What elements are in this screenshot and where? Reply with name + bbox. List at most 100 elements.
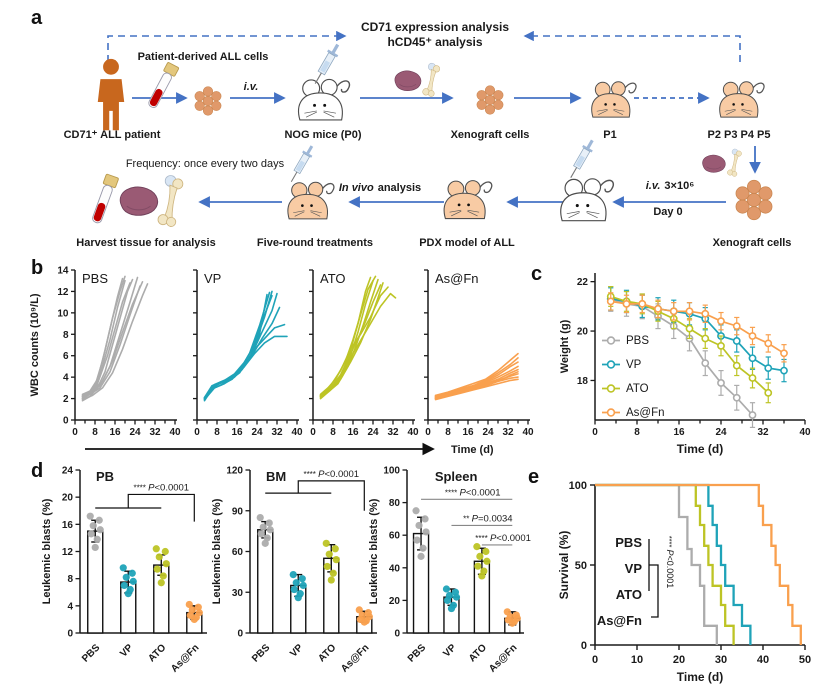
PBS-mouse-line [81, 282, 131, 399]
svg-text:ATO: ATO [616, 587, 642, 602]
svg-text:ATO: ATO [626, 383, 649, 395]
feedback-arrow-right [523, 30, 741, 62]
svg-text:BM: BM [266, 469, 286, 484]
p2-label: P2 P3 P4 P5 [708, 129, 771, 141]
analysis-caption-line1: CD71 expression analysis [361, 20, 509, 34]
weight-axes: 18 20 22 0 8 16 24 32 40 [577, 273, 811, 438]
svg-text:WBC counts (10⁹/L): WBC counts (10⁹/L) [29, 293, 41, 396]
svg-text:80: 80 [389, 498, 401, 509]
svg-text:10: 10 [57, 308, 69, 319]
nog-label: NOG mice (P0) [284, 129, 361, 141]
svg-text:24: 24 [129, 427, 141, 438]
svg-text:24: 24 [62, 466, 74, 477]
svg-text:0: 0 [581, 640, 587, 652]
ATO-mouse-line [319, 284, 382, 398]
invivo-rest: analysis [378, 182, 421, 194]
invivo-label: In vivo analysis [339, 182, 421, 194]
invivo-italic: In vivo [339, 182, 374, 194]
svg-text:20: 20 [673, 654, 685, 666]
svg-text:16: 16 [231, 427, 243, 438]
frequency-label: Frequency: once every two days [126, 158, 285, 170]
svg-text:PBS: PBS [82, 271, 108, 286]
svg-text:PBS: PBS [80, 642, 103, 665]
PBS-mouse-line [81, 285, 141, 400]
svg-text:Leukemic blasts (%): Leukemic blasts (%) [368, 498, 380, 604]
svg-text:Time (d): Time (d) [677, 670, 723, 684]
bone-icon-1 [421, 62, 441, 98]
svg-text:PBS: PBS [250, 642, 273, 665]
svg-text:0: 0 [592, 654, 598, 666]
svg-text:8: 8 [92, 427, 98, 438]
svg-text:16: 16 [347, 427, 359, 438]
analysis-caption-line2: hCD45⁺ analysis [387, 35, 482, 49]
panel-e-letter: e [528, 466, 540, 488]
svg-text:Spleen: Spleen [435, 469, 478, 484]
harvest-tube-icon [89, 173, 120, 226]
p1-label: P1 [603, 129, 616, 141]
svg-text:ATO: ATO [146, 642, 168, 664]
panel-a-letter: a [31, 7, 43, 29]
iv-label: i.v. [244, 81, 259, 93]
svg-text:**** P<0.0001: **** P<0.0001 [445, 487, 501, 498]
svg-text:0: 0 [237, 629, 243, 640]
svg-text:As@Fn: As@Fn [487, 642, 519, 674]
feedback-arrow-left [107, 30, 347, 62]
svg-text:VP: VP [288, 642, 305, 659]
PBS-mouse-line [81, 280, 144, 396]
wbc-panel-VP: 0 8 16 24 32 40 VP [193, 269, 303, 438]
nog-mouse-icon [297, 78, 351, 121]
svg-text:40: 40 [799, 427, 811, 438]
svg-text:As@Fn: As@Fn [597, 613, 642, 628]
svg-text:As@Fn: As@Fn [339, 642, 371, 674]
svg-text:20: 20 [577, 327, 589, 338]
blood-tube-icon [145, 61, 180, 111]
workflow-diagram: CD71 expression analysis hCD45⁺ analysis… [64, 20, 792, 249]
svg-text:As@Fn: As@Fn [169, 642, 201, 674]
wbc-panel-As@Fn: 0 8 16 24 32 40 As@Fn [424, 269, 534, 438]
svg-text:Weight (g): Weight (g) [559, 319, 571, 373]
panel-d-letter: d [31, 460, 44, 482]
syringe-icon-3 [565, 136, 598, 182]
ATO-mouse-line [319, 282, 384, 400]
svg-text:32: 32 [271, 427, 283, 438]
survival-curve-VP [595, 483, 752, 645]
bone-icon-2 [726, 148, 743, 178]
panel-c-letter: c [531, 263, 543, 285]
svg-text:12: 12 [62, 547, 74, 558]
svg-text:Leukemic blasts (%): Leukemic blasts (%) [41, 498, 53, 604]
blasts-panel-PB: 0 4 8 12 16 20 24 PBS VP ATO As@Fn PB **** P<0.0001 [62, 466, 207, 675]
survival-curve-ATO [595, 483, 735, 645]
svg-text:50: 50 [575, 560, 587, 572]
svg-text:4: 4 [63, 373, 69, 384]
svg-text:PBS: PBS [626, 335, 649, 347]
svg-text:24: 24 [367, 427, 379, 438]
svg-text:12: 12 [57, 287, 69, 298]
svg-text:30: 30 [715, 654, 727, 666]
iv-dose-italic: i.v. [646, 180, 661, 192]
survival-curve-PBS [595, 483, 718, 645]
ATO-mouse-line [319, 286, 389, 397]
VP-mouse-line [203, 290, 273, 399]
survival-curve-As@Fn [595, 483, 802, 645]
svg-text:PB: PB [96, 469, 114, 484]
VP-mouse-line [203, 306, 281, 400]
svg-text:PBS: PBS [615, 535, 642, 550]
injected-mouse-icon [559, 177, 615, 222]
svg-text:32: 32 [387, 427, 399, 438]
svg-text:VP: VP [118, 642, 135, 659]
svg-text:0: 0 [592, 427, 598, 438]
svg-text:**** P<0.0001: **** P<0.0001 [665, 536, 675, 589]
svg-text:30: 30 [232, 588, 244, 599]
PBS-mouse-line [81, 283, 149, 401]
svg-text:VP: VP [625, 561, 643, 576]
svg-text:16: 16 [673, 427, 685, 438]
svg-text:18: 18 [577, 376, 589, 387]
weight-legend: PBS VP ATO As@Fn [602, 335, 665, 419]
PBS-mouse-line [81, 278, 134, 402]
svg-text:Time (d): Time (d) [451, 444, 494, 456]
weight-chart: 18 20 22 0 8 16 24 32 40 Time (d) Weight (g) PBS VP A… [559, 273, 811, 456]
